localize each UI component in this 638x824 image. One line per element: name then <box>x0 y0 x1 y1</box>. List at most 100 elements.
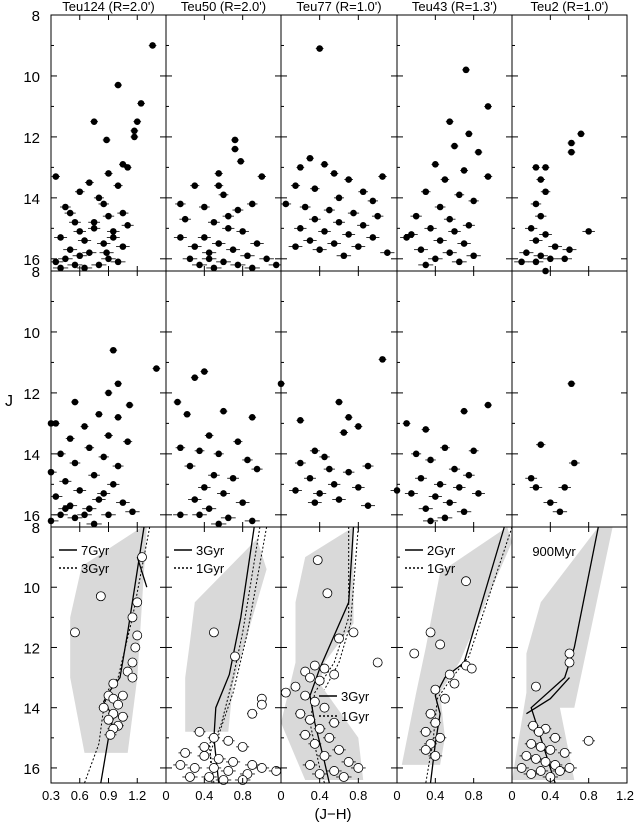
star-marker <box>191 182 199 189</box>
star-marker <box>316 246 323 253</box>
star-marker <box>451 228 458 235</box>
x-tick-label: 0.8 <box>234 788 252 803</box>
star-marker <box>547 255 554 263</box>
star-marker <box>215 450 223 458</box>
star-marker <box>124 221 131 229</box>
star-marker-open <box>324 732 335 743</box>
star-marker <box>244 252 251 260</box>
star-marker <box>71 261 79 269</box>
star-marker <box>542 231 549 238</box>
star-marker <box>90 118 98 125</box>
star-marker <box>306 474 314 482</box>
star-marker-open <box>329 766 340 776</box>
star-marker-open <box>247 760 258 770</box>
star-marker <box>263 255 270 263</box>
star-marker <box>90 520 98 528</box>
star-marker <box>460 407 468 415</box>
star-marker <box>95 496 103 503</box>
star-marker <box>311 499 319 506</box>
x-tick-label: 0 <box>162 788 169 803</box>
star-marker-open <box>425 708 436 719</box>
star-marker-open <box>535 766 546 776</box>
star-marker-open <box>444 669 455 680</box>
star-marker-open <box>189 763 200 773</box>
star-marker <box>306 237 314 244</box>
star-marker <box>345 468 352 476</box>
star-marker-open <box>564 648 575 659</box>
star-marker <box>100 453 108 461</box>
star-marker <box>568 148 575 156</box>
x-tick-label: 0.9 <box>99 788 117 803</box>
x-tick-label: 0 <box>393 788 400 803</box>
star-marker-open <box>309 696 320 707</box>
star-marker-open <box>338 772 349 782</box>
star-marker <box>191 496 199 503</box>
star-marker <box>345 413 352 421</box>
star-marker <box>105 170 112 177</box>
star-marker <box>109 346 117 354</box>
star-marker-open <box>329 717 340 728</box>
star-marker <box>446 118 454 125</box>
star-marker <box>460 167 468 174</box>
star-marker-open <box>223 766 234 776</box>
star-marker-open <box>127 612 138 623</box>
star-marker <box>86 179 93 186</box>
star-marker-open <box>435 732 446 743</box>
star-marker <box>174 398 181 406</box>
star-marker <box>561 255 569 263</box>
star-marker <box>350 209 357 217</box>
star-marker-open <box>583 735 594 746</box>
star-marker <box>57 511 64 519</box>
star-marker-open <box>430 684 441 695</box>
star-marker <box>527 225 535 232</box>
star-marker <box>100 490 108 497</box>
star-marker <box>248 413 256 421</box>
star-marker <box>210 264 218 272</box>
isochrone-solid <box>526 677 570 715</box>
star-marker <box>95 410 103 418</box>
star-marker-open <box>230 651 240 662</box>
star-marker <box>465 130 473 138</box>
star-marker <box>191 243 199 250</box>
star-marker-open <box>425 627 436 638</box>
y-tick-label: 14 <box>23 447 40 464</box>
star-marker <box>215 520 223 528</box>
star-marker <box>81 423 88 430</box>
star-marker <box>109 234 117 241</box>
isochrone-dashed <box>309 527 350 784</box>
star-marker <box>131 133 138 141</box>
star-marker <box>119 243 127 250</box>
star-marker <box>451 142 458 150</box>
panel-frame <box>165 270 282 528</box>
x-tick-label: 0.3 <box>42 788 60 803</box>
star-marker <box>229 474 237 482</box>
star-marker-open <box>309 660 320 671</box>
y-tick-label: 12 <box>23 130 40 147</box>
star-marker <box>345 176 352 183</box>
star-marker <box>76 487 84 494</box>
x-tick-label: 0 <box>277 788 284 803</box>
star-marker-open <box>516 763 527 773</box>
star-marker <box>417 246 425 253</box>
star-marker <box>441 176 449 183</box>
star-marker <box>412 450 420 458</box>
star-marker-open <box>314 769 325 779</box>
star-marker <box>470 447 477 455</box>
star-marker-open <box>204 772 215 782</box>
x-tick-label: 1.2 <box>616 788 634 803</box>
x-tick-label: 0.4 <box>311 788 329 803</box>
star-marker <box>359 188 367 196</box>
star-marker <box>231 136 239 144</box>
star-marker <box>432 255 439 263</box>
star-marker-open <box>528 720 538 731</box>
star-marker <box>537 252 545 260</box>
star-marker-open <box>256 699 267 710</box>
star-marker-open <box>314 675 325 686</box>
star-marker <box>316 490 323 497</box>
star-marker <box>484 173 492 180</box>
star-marker <box>311 215 319 223</box>
star-marker <box>90 218 98 226</box>
star-marker <box>52 420 60 427</box>
star-marker <box>86 444 93 452</box>
